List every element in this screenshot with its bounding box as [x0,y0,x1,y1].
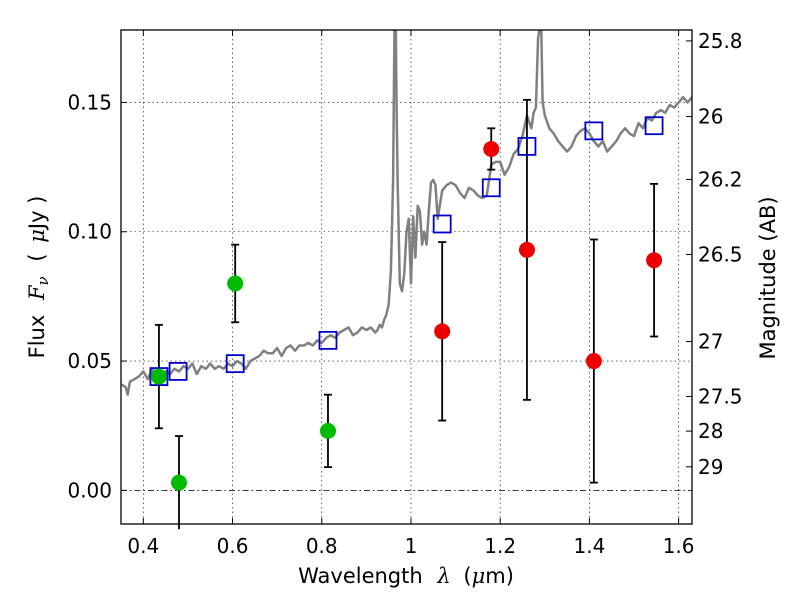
model-photometry-square-2 [225,354,245,374]
data-markers [149,116,664,491]
mag-tick-label-5: 27.5 [698,384,743,408]
y-tick-label-0: 0.00 [67,478,112,502]
model-photometry-square-5 [481,178,501,198]
x-axis-unit-mu: μ [472,564,486,588]
nir-point-2 [518,241,535,258]
x-tick-label-4: 1.2 [484,534,516,558]
model-photometry-square-1 [168,362,188,381]
plot-frame [120,29,693,525]
grid-lines [121,30,692,524]
nir-point-3 [585,353,602,370]
x-axis-unit-rest: m) [485,564,514,588]
optical-point-3 [319,422,336,439]
optical-point-2 [227,275,244,292]
y-axis-unit-open: ( [25,253,49,261]
plot-area [121,30,692,396]
mag-tick-label-2: 26.2 [698,167,743,191]
mag-tick-label-3: 26.5 [698,242,743,266]
mag-tick-label-1: 26 [698,105,723,129]
mag-tick-label-4: 27 [698,330,723,354]
model-photometry-square-0 [149,367,169,386]
model-photometry-square-8 [644,116,664,136]
x-tick-label-3: 1 [405,534,418,558]
model-spectrum-line [121,30,692,396]
y-axis-title: Flux Fν ( μJy ) [25,196,53,359]
x-tick-label-6: 1.6 [663,534,695,558]
y-axis-subscript: ν [34,276,52,285]
model-photometry-square-7 [584,121,604,141]
model-photometry-square-4 [432,214,452,234]
x-tick-label-1: 0.6 [217,534,249,558]
y-axis-unit-rest: Jy ) [25,196,49,232]
x-axis-symbol: λ [436,564,450,588]
mag-tick-label-0: 25.8 [698,29,743,53]
x-tick-label-2: 0.8 [306,534,338,558]
mag-tick-label-6: 28 [698,419,723,443]
axis-ticks: 0.4 0.6 0.8 1 1.2 1.4 1.6 0.00 0.05 0.10 0.15 25.8 2… [67,29,742,558]
x-tick-label-5: 1.4 [573,534,605,558]
nir-point-0 [434,323,451,340]
model-photometry-square-3 [318,330,338,350]
y-tick-label-3: 0.15 [67,90,112,114]
y2-axis-title: Magnitude (AB) [756,196,780,359]
optical-point-1 [170,474,187,491]
nir-point-1 [483,140,500,157]
y-axis-symbol: F [25,284,49,301]
model-photometry-square-6 [517,136,537,156]
x-axis-title: Wavelength λ (μm) [298,564,514,588]
y-axis-title-prefix: Flux [25,315,49,359]
y-tick-label-1: 0.05 [67,349,112,373]
optical-point-0 [150,368,167,385]
x-axis-unit-open: ( [463,564,471,588]
x-tick-label-0: 0.4 [127,534,159,558]
x-axis-title-prefix: Wavelength [298,564,423,588]
y-axis-unit-mu: μ [25,229,49,243]
mag-tick-label-7: 29 [698,455,723,479]
nir-point-4 [646,252,663,269]
error-bars [154,98,659,530]
y-tick-label-2: 0.10 [67,220,112,244]
